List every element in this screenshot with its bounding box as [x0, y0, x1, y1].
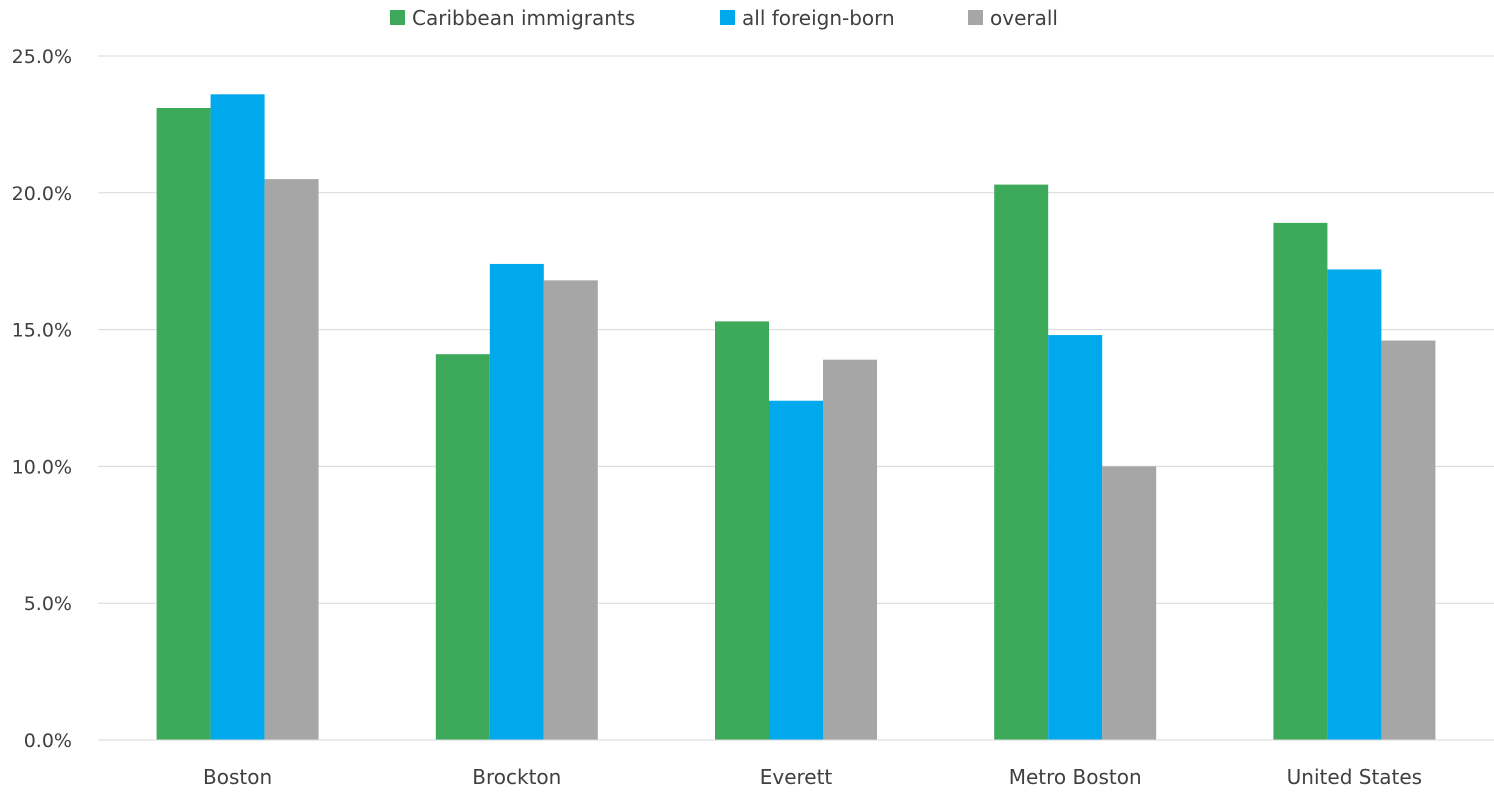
x-axis-category-labels: Boston Brockton Everett Metro Boston United …	[203, 765, 1422, 789]
legend-swatch	[968, 10, 983, 25]
bar-overall-metro-boston	[1102, 466, 1157, 740]
y-tick-label: 5.0%	[24, 593, 72, 615]
bar-caribbean-immigrants-united-states	[1273, 222, 1328, 740]
y-axis-tick-labels: 0.0% 5.0% 10.0% 15.0% 20.0% 25.0%	[12, 46, 72, 752]
bar-overall-boston	[264, 179, 319, 740]
x-category-label: Boston	[203, 765, 272, 789]
y-tick-label: 0.0%	[24, 730, 72, 752]
legend-swatch	[390, 10, 405, 25]
x-category-label: Brockton	[472, 765, 561, 789]
bar-caribbean-immigrants-metro-boston	[994, 184, 1049, 741]
bar-all-foreign-born-boston	[210, 94, 265, 740]
bar-caribbean-immigrants-everett	[715, 321, 769, 740]
bar-overall-united-states	[1381, 340, 1436, 740]
bars	[156, 94, 1436, 741]
legend-label: overall	[990, 6, 1058, 30]
x-category-label: Metro Boston	[1009, 765, 1142, 789]
bar-all-foreign-born-everett	[769, 400, 823, 740]
y-tick-label: 20.0%	[12, 183, 72, 205]
bar-caribbean-immigrants-brockton	[435, 354, 490, 740]
bar-caribbean-immigrants-boston	[156, 107, 211, 740]
bar-overall-everett	[823, 359, 877, 740]
bar-overall-brockton	[543, 280, 598, 740]
y-tick-label: 15.0%	[12, 320, 72, 342]
x-category-label: United States	[1287, 765, 1422, 789]
bar-all-foreign-born-metro-boston	[1048, 335, 1103, 740]
y-tick-label: 25.0%	[12, 46, 72, 68]
bar-all-foreign-born-united-states	[1327, 269, 1382, 740]
chart-legend: Caribbean immigrants all foreign-born over…	[390, 6, 1058, 30]
legend-swatch	[720, 10, 735, 25]
gridlines	[98, 55, 1494, 604]
legend-label: all foreign-born	[742, 6, 895, 30]
legend-label: Caribbean immigrants	[412, 6, 635, 30]
bar-all-foreign-born-brockton	[489, 263, 544, 740]
y-tick-label: 10.0%	[12, 456, 72, 478]
x-category-label: Everett	[760, 765, 833, 789]
